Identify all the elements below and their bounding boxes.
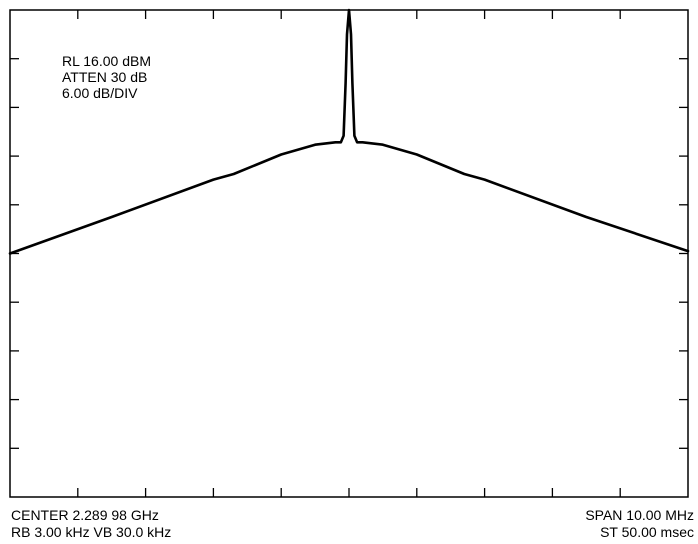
spectrum-trace xyxy=(8,8,690,255)
reference-level: RL 16.00 dBM xyxy=(62,53,151,69)
footer-right: SPAN 10.00 MHz ST 50.00 msec xyxy=(585,507,694,541)
footer-left: CENTER 2.289 98 GHz RB 3.00 kHz VB 30.0 … xyxy=(11,507,171,541)
bandwidth-settings: RB 3.00 kHz VB 30.0 kHz xyxy=(11,524,172,540)
scale-per-division: 6.00 dB/DIV xyxy=(62,85,138,101)
center-frequency: CENTER 2.289 98 GHz xyxy=(11,507,159,523)
frequency-span: SPAN 10.00 MHz xyxy=(585,507,694,523)
sweep-time: ST 50.00 msec xyxy=(600,524,694,540)
instrument-settings: RL 16.00 dBM ATTEN 30 dB 6.00 dB/DIV xyxy=(62,53,151,101)
attenuation: ATTEN 30 dB xyxy=(62,69,148,85)
